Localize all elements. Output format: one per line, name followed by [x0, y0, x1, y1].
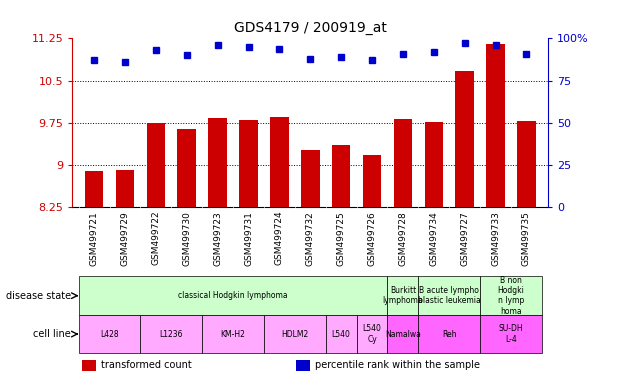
Text: cell line: cell line: [33, 329, 71, 339]
Text: GSM499728: GSM499728: [398, 211, 408, 266]
Bar: [480, 315, 542, 353]
Text: B acute lympho
blastic leukemia: B acute lympho blastic leukemia: [418, 286, 481, 305]
Text: B non
Hodgki
n lymp
homa: B non Hodgki n lymp homa: [498, 276, 524, 316]
Bar: [209, 118, 227, 207]
Bar: [147, 123, 165, 207]
Bar: [202, 315, 264, 353]
Bar: [517, 121, 536, 207]
Bar: [239, 120, 258, 207]
Text: GSM499722: GSM499722: [151, 211, 161, 265]
Text: Reh: Reh: [442, 329, 457, 339]
Bar: [387, 315, 418, 353]
Bar: [296, 360, 311, 371]
Text: GSM499734: GSM499734: [429, 211, 438, 266]
Bar: [178, 129, 196, 207]
Bar: [394, 119, 412, 207]
Text: L1236: L1236: [159, 329, 183, 339]
Bar: [79, 315, 140, 353]
Text: SU-DH
L-4: SU-DH L-4: [499, 324, 524, 344]
Text: L540
Cy: L540 Cy: [363, 324, 382, 344]
Bar: [363, 155, 381, 207]
Bar: [264, 315, 326, 353]
Bar: [270, 117, 289, 207]
Text: disease state: disease state: [6, 291, 71, 301]
Bar: [116, 170, 134, 207]
Bar: [332, 146, 350, 207]
Text: transformed count: transformed count: [101, 360, 192, 371]
Text: GSM499729: GSM499729: [120, 211, 129, 266]
Title: GDS4179 / 200919_at: GDS4179 / 200919_at: [234, 21, 387, 35]
Bar: [326, 315, 357, 353]
Text: GSM499735: GSM499735: [522, 211, 531, 266]
Text: GSM499721: GSM499721: [89, 211, 98, 266]
Text: HDLM2: HDLM2: [281, 329, 309, 339]
Bar: [418, 315, 480, 353]
Text: GSM499733: GSM499733: [491, 211, 500, 266]
Text: classical Hodgkin lymphoma: classical Hodgkin lymphoma: [178, 291, 288, 300]
Bar: [85, 171, 103, 207]
Bar: [425, 122, 443, 207]
Bar: [140, 315, 202, 353]
Text: L428: L428: [100, 329, 119, 339]
Text: Namalwa: Namalwa: [385, 329, 421, 339]
Text: L540: L540: [332, 329, 351, 339]
Text: GSM499726: GSM499726: [367, 211, 377, 266]
Bar: [455, 71, 474, 207]
Text: GSM499727: GSM499727: [460, 211, 469, 266]
Text: KM-H2: KM-H2: [220, 329, 246, 339]
Bar: [357, 315, 387, 353]
Bar: [418, 276, 480, 315]
Text: GSM499725: GSM499725: [336, 211, 346, 266]
Text: Burkitt
lymphoma: Burkitt lymphoma: [382, 286, 423, 305]
Bar: [486, 44, 505, 207]
Text: GSM499723: GSM499723: [213, 211, 222, 266]
Text: GSM499724: GSM499724: [275, 211, 284, 265]
Bar: [301, 150, 319, 207]
Text: GSM499731: GSM499731: [244, 211, 253, 266]
Bar: [387, 276, 418, 315]
Text: GSM499730: GSM499730: [182, 211, 192, 266]
Bar: [82, 360, 96, 371]
Text: GSM499732: GSM499732: [306, 211, 315, 266]
Bar: [79, 276, 387, 315]
Text: percentile rank within the sample: percentile rank within the sample: [315, 360, 480, 371]
Bar: [480, 276, 542, 315]
